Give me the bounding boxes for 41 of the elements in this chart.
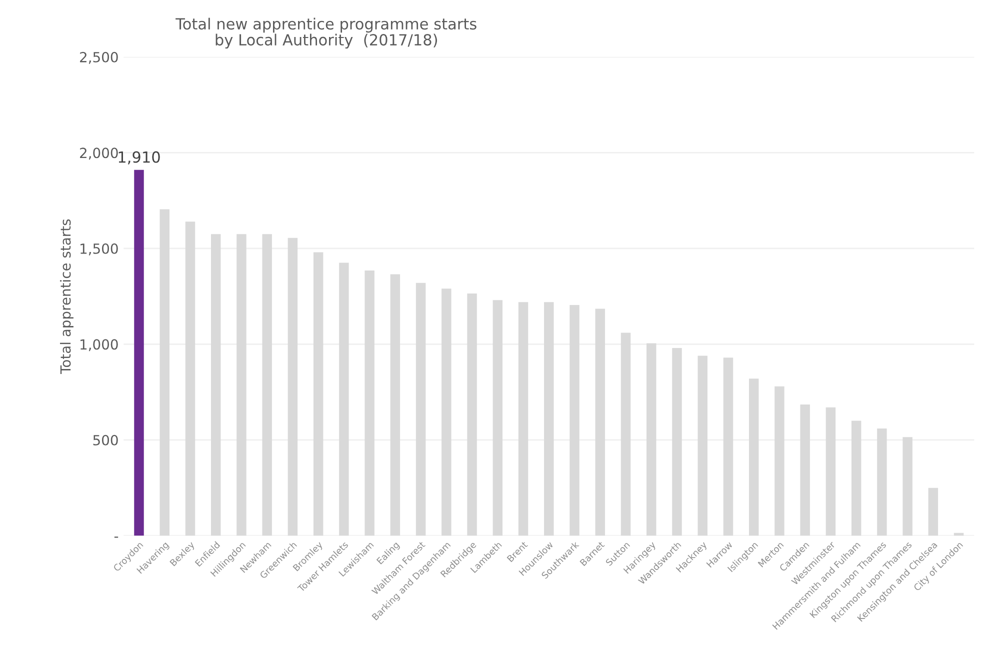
- bar: [646, 343, 656, 536]
- bar: [672, 348, 682, 536]
- bar: [492, 300, 503, 536]
- bar: [134, 170, 144, 536]
- bar: [902, 437, 912, 536]
- y-axis-title: Total apprentice starts: [60, 219, 74, 374]
- bar: [851, 420, 862, 536]
- bar: [620, 332, 631, 536]
- bar: [339, 262, 349, 536]
- bar: [518, 302, 528, 536]
- bar: [467, 293, 477, 536]
- bar: [288, 238, 298, 536]
- bar: [928, 488, 938, 536]
- y-tick-label: 2,500: [80, 52, 118, 64]
- chart-title: Total new apprentice programme starts by Local Authority (2017/18): [176, 18, 476, 49]
- bar: [595, 308, 605, 536]
- y-tick-label: 500: [93, 434, 118, 446]
- bar: [723, 358, 734, 536]
- bar: [390, 274, 400, 536]
- bar: [544, 302, 554, 536]
- bar: [442, 288, 452, 536]
- data-label: 1,910: [118, 151, 160, 164]
- bar: [210, 234, 221, 536]
- bar: [160, 209, 170, 536]
- bar: [877, 428, 887, 536]
- y-tick-label: 1,500: [80, 243, 118, 256]
- y-tick-label: -: [114, 536, 118, 538]
- bar: [416, 282, 426, 536]
- bar: [748, 378, 759, 536]
- bar: [236, 234, 246, 536]
- y-tick-label: 2,000: [80, 148, 118, 160]
- bar: [313, 252, 324, 536]
- bar: [826, 407, 836, 536]
- bar: [800, 404, 810, 536]
- bar: [698, 356, 708, 536]
- y-tick-label: 1,000: [80, 339, 118, 352]
- bar: [364, 270, 374, 536]
- bar: [774, 386, 784, 536]
- bar: [185, 222, 196, 536]
- bar: [570, 304, 580, 536]
- bar: [262, 234, 272, 536]
